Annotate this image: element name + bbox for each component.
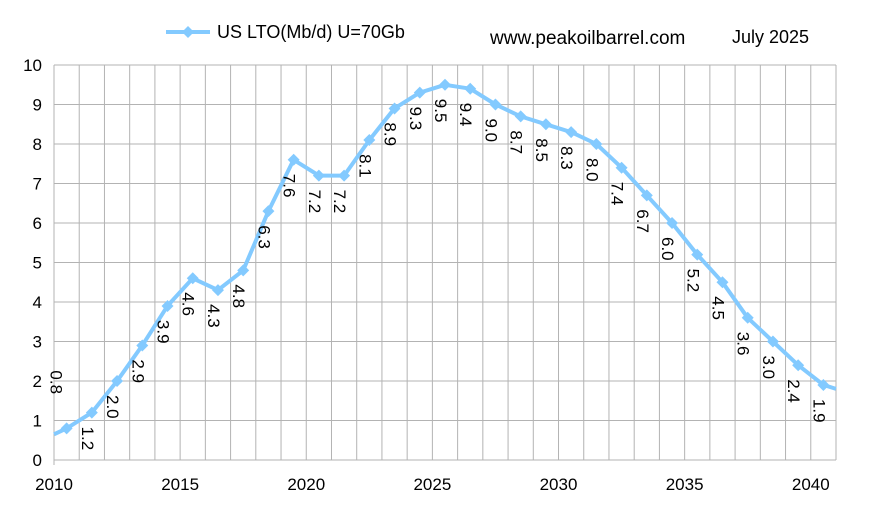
data-point bbox=[413, 86, 426, 99]
data-label: 4.8 bbox=[229, 284, 248, 308]
data-point bbox=[439, 78, 451, 91]
data-point bbox=[363, 134, 376, 147]
x-tick-label: 2025 bbox=[413, 475, 451, 494]
y-tick-label: 10 bbox=[23, 56, 42, 75]
data-point bbox=[792, 359, 805, 372]
y-tick-label: 4 bbox=[33, 293, 42, 312]
data-label: 4.6 bbox=[179, 292, 198, 316]
data-point bbox=[388, 102, 401, 115]
legend-marker bbox=[182, 26, 194, 38]
x-tick-label: 2040 bbox=[792, 475, 830, 494]
data-point bbox=[766, 335, 779, 348]
data-point bbox=[565, 126, 578, 139]
data-point bbox=[60, 422, 73, 435]
data-label: 8.7 bbox=[507, 130, 526, 154]
data-point bbox=[590, 138, 603, 150]
data-label: 7.2 bbox=[330, 190, 349, 214]
chart-grid bbox=[53, 64, 837, 465]
y-tick-label: 3 bbox=[33, 333, 42, 352]
data-point bbox=[615, 161, 628, 174]
data-label: 0.8 bbox=[47, 370, 66, 394]
data-point bbox=[640, 189, 653, 202]
x-tick-label: 2020 bbox=[287, 475, 325, 494]
x-tick-label: 2030 bbox=[540, 475, 578, 494]
data-point bbox=[111, 375, 124, 387]
data-point bbox=[817, 378, 830, 391]
x-tick-label: 2015 bbox=[161, 475, 199, 494]
data-label: 8.1 bbox=[355, 154, 374, 178]
x-tick-label: 2010 bbox=[35, 475, 73, 494]
data-point bbox=[741, 311, 754, 324]
y-tick-label: 6 bbox=[33, 214, 42, 233]
y-tick-label: 2 bbox=[33, 372, 42, 391]
data-label: 2.4 bbox=[784, 379, 803, 403]
y-tick-label: 0 bbox=[33, 451, 42, 470]
date-annotation: July 2025 bbox=[732, 27, 809, 47]
data-point bbox=[338, 169, 351, 182]
data-label: 6.3 bbox=[254, 225, 273, 249]
data-label: 4.3 bbox=[204, 304, 223, 328]
data-point bbox=[464, 82, 477, 95]
data-point bbox=[514, 110, 527, 123]
data-point bbox=[489, 98, 502, 111]
y-tick-label: 1 bbox=[33, 412, 42, 431]
series-us-lto bbox=[53, 78, 837, 437]
y-tick-label: 8 bbox=[33, 135, 42, 154]
data-point bbox=[312, 169, 325, 182]
data-label: 9.3 bbox=[406, 107, 425, 131]
data-labels: 0.8 1.2 2.0 2.9 3.9 4.6 4.3 4.8 6.3 7.6 7.2 7.2 8.1 8… bbox=[47, 99, 829, 450]
data-label: 3.9 bbox=[154, 320, 173, 344]
legend-series-name: US LTO(Mb/d) U=70Gb bbox=[217, 22, 405, 42]
data-label: 1.2 bbox=[78, 427, 97, 451]
data-label: 7.4 bbox=[608, 182, 627, 206]
data-label: 1.9 bbox=[809, 399, 828, 423]
data-label: 2.9 bbox=[128, 359, 147, 383]
series-line bbox=[53, 82, 837, 437]
data-label: 8.5 bbox=[532, 138, 551, 162]
data-label: 6.0 bbox=[658, 237, 677, 261]
data-point bbox=[136, 339, 149, 352]
data-label: 2.0 bbox=[103, 395, 122, 419]
data-point bbox=[161, 299, 174, 312]
data-point bbox=[85, 406, 98, 419]
x-tick-label: 2035 bbox=[666, 475, 704, 494]
data-label: 9.5 bbox=[431, 99, 450, 123]
data-point bbox=[186, 272, 199, 285]
data-label: 8.0 bbox=[582, 158, 601, 182]
y-axis-tick-labels: 0 1 2 3 4 5 6 7 8 9 10 bbox=[23, 56, 42, 470]
data-label: 7.2 bbox=[305, 190, 324, 214]
y-tick-label: 7 bbox=[33, 175, 42, 194]
data-point bbox=[716, 276, 729, 289]
data-label: 5.2 bbox=[683, 269, 702, 293]
data-label: 9.0 bbox=[482, 119, 501, 143]
data-point bbox=[691, 248, 704, 261]
data-point bbox=[539, 118, 552, 131]
data-label: 3.0 bbox=[759, 356, 778, 380]
data-label: 7.6 bbox=[280, 174, 299, 198]
data-point bbox=[262, 205, 275, 218]
y-tick-label: 5 bbox=[33, 254, 42, 273]
data-label: 8.9 bbox=[381, 122, 400, 146]
data-label: 3.6 bbox=[734, 332, 753, 356]
source-annotation: www.peakoilbarrel.com bbox=[489, 28, 685, 49]
data-label: 4.5 bbox=[709, 296, 728, 320]
x-axis-tick-labels: 2010 2015 2020 2025 2030 2035 2040 bbox=[35, 475, 830, 494]
legend: US LTO(Mb/d) U=70Gb bbox=[166, 22, 405, 42]
data-point bbox=[237, 264, 250, 277]
data-point bbox=[287, 153, 300, 166]
y-tick-label: 9 bbox=[33, 96, 42, 115]
data-label: 8.3 bbox=[557, 146, 576, 170]
data-point bbox=[666, 217, 679, 229]
data-label: 6.7 bbox=[633, 209, 652, 233]
data-label: 9.4 bbox=[456, 103, 475, 127]
data-point bbox=[211, 284, 224, 297]
